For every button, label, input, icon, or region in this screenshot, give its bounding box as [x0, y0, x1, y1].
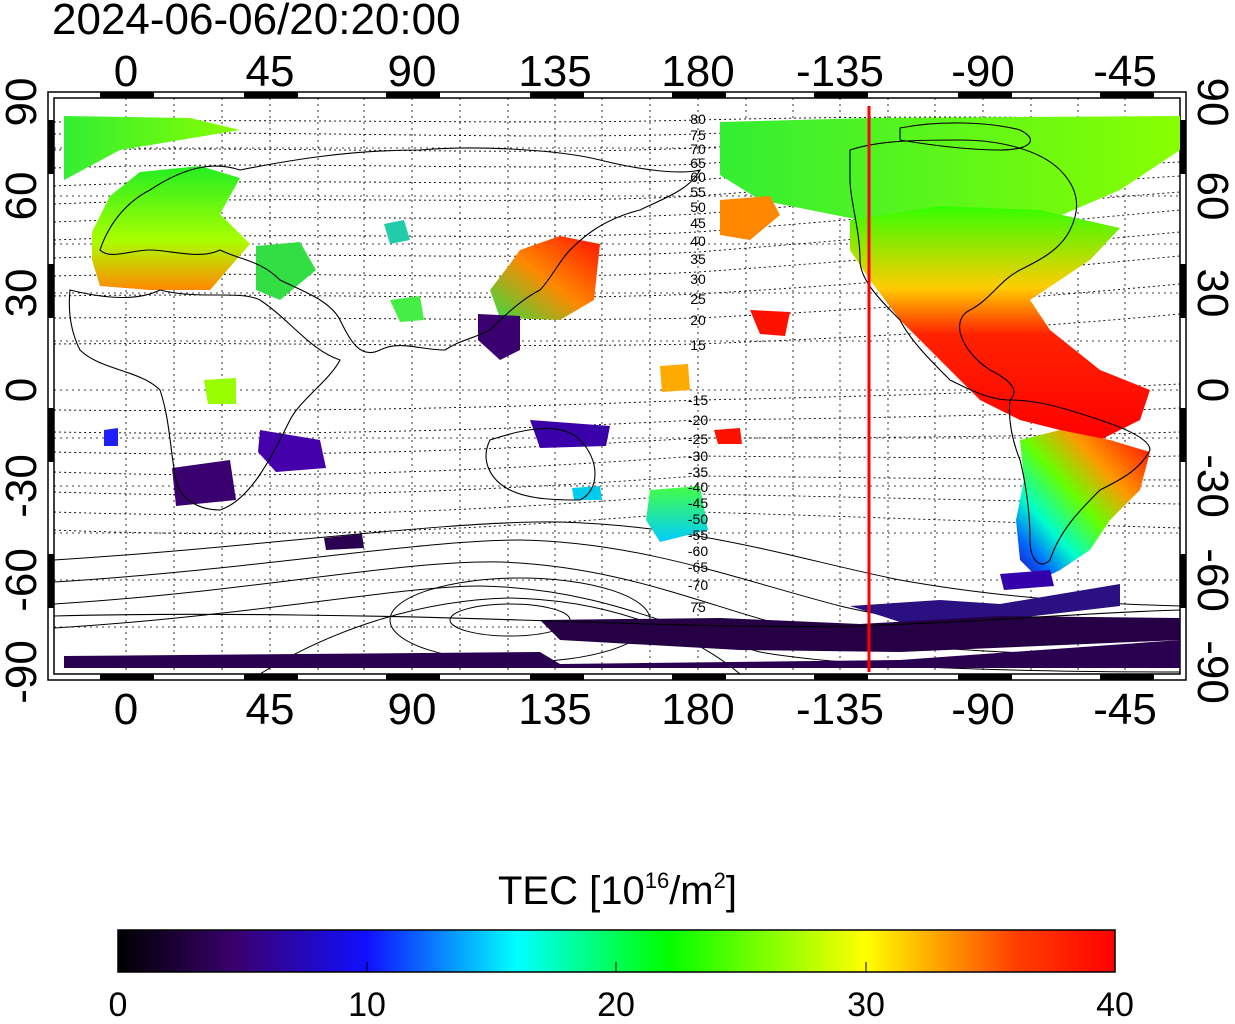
contour-label: 75: [690, 599, 706, 615]
contour-label: 45: [690, 215, 706, 231]
colorbar-label: 10: [348, 986, 386, 1024]
lon-tick-top: -45: [1093, 47, 1157, 96]
colorbar-title-mid: /m: [669, 869, 714, 913]
colorbar-title-exp1: 16: [644, 868, 670, 893]
contour-label: 55: [690, 184, 706, 200]
contour-label: 50: [690, 199, 706, 215]
colorbar-label: 0: [108, 986, 128, 1024]
contour-label: 25: [690, 291, 706, 307]
contour-label: 15: [690, 337, 706, 353]
lon-tick-top: 0: [113, 47, 139, 96]
contour-label: -15: [688, 392, 708, 408]
contour-label: 20: [690, 312, 706, 328]
contour-label: 75: [690, 127, 706, 143]
frame-ticks: [48, 92, 1186, 680]
colorbar-title-prefix: TEC [10: [497, 869, 645, 913]
contour-label: 30: [690, 271, 706, 287]
contour-label: 65: [690, 155, 706, 171]
contour-label: -20: [688, 412, 708, 428]
colorbar-title-exp2: 2: [713, 868, 726, 893]
contour-label: -25: [688, 431, 708, 447]
contour-label: 35: [690, 251, 706, 267]
lon-tick-bottom: 0: [113, 685, 139, 734]
lon-tick-bottom: 135: [518, 685, 592, 734]
contour-label: -60: [688, 543, 708, 559]
lon-tick-bottom: 180: [661, 685, 735, 734]
coastlines: [54, 122, 1180, 628]
lon-tick-top: 180: [661, 47, 735, 96]
lon-tick-top: -135: [795, 47, 885, 96]
lon-tick-bottom: 90: [387, 685, 437, 734]
colorbar-title-suffix: ]: [725, 869, 737, 913]
contour-label: -30: [688, 448, 708, 464]
lon-tick-bottom: -90: [951, 685, 1015, 734]
contour-label: 40: [690, 233, 706, 249]
colorbar-label: 40: [1096, 986, 1134, 1024]
contour-label: -40: [688, 479, 708, 495]
lon-tick-top: 135: [518, 47, 592, 96]
contour-label: -50: [688, 511, 708, 527]
colorbar-label: 30: [847, 986, 885, 1024]
lon-tick-bottom: -135: [795, 685, 885, 734]
timestamp: 2024-06-06/20:20:00: [52, 0, 461, 44]
colorbar-ticks: [366, 962, 867, 972]
contour-label: 60: [690, 169, 706, 185]
lon-tick-bottom: 45: [245, 685, 295, 734]
colorbar-title: TEC [1016/m2]: [0, 868, 1235, 913]
contour-label: 80: [690, 111, 706, 127]
contour-label: 70: [690, 141, 706, 157]
colorbar-label: 20: [597, 986, 635, 1024]
lon-tick-top: -90: [951, 47, 1015, 96]
lon-tick-top: 90: [387, 47, 437, 96]
lon-tick-bottom: -45: [1093, 685, 1157, 734]
contour-labels: 80 75 70 65 60 55 50 45 40 35 30 25 20 1…: [688, 111, 708, 615]
contour-label: -45: [688, 495, 708, 511]
contour-label: -70: [688, 577, 708, 593]
lon-tick-top: 45: [245, 47, 295, 96]
contour-label: -65: [688, 559, 708, 575]
contour-label: -35: [688, 464, 708, 480]
contour-label: -55: [688, 527, 708, 543]
